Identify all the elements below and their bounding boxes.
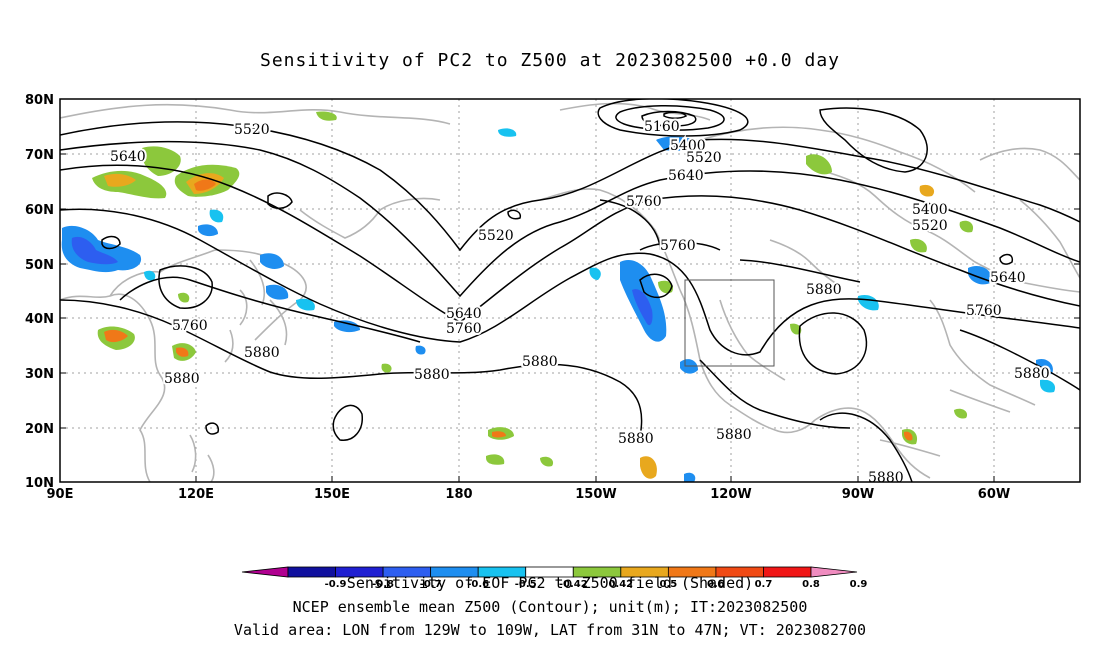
- lat-label: 50N: [25, 258, 54, 273]
- colorbar-label: 0.7: [755, 579, 773, 590]
- contour-label: 5880: [1014, 366, 1050, 382]
- frame-ticks: [60, 98, 1080, 482]
- contour-label: 5160: [644, 119, 680, 135]
- lon-label: 150W: [575, 487, 616, 502]
- colorbar-label: -0.8: [372, 579, 394, 590]
- footer-line-1: NCEP ensemble mean Z500 (Contour); unit(…: [292, 598, 808, 616]
- contour-label: 5760: [966, 303, 1002, 319]
- contour-label: 5760: [660, 238, 696, 254]
- contour-label: 5880: [618, 431, 654, 447]
- colorbar-caption: Sensitivity of EOF PC2 to Z500 field (Sh…: [346, 574, 754, 592]
- lat-label: 70N: [25, 148, 54, 163]
- lat-label: 20N: [25, 422, 54, 437]
- lon-label: 60W: [978, 487, 1010, 502]
- contour-label: 5520: [234, 122, 270, 138]
- contour-label-group: 5520 5640 5160 5400 5520 5640 5760 5520 …: [108, 117, 1052, 488]
- contour-label: 5640: [990, 270, 1026, 286]
- contour-label: 5640: [668, 168, 704, 184]
- lat-label: 60N: [25, 203, 54, 218]
- contour-label: 5880: [806, 282, 842, 298]
- lat-label: 10N: [25, 476, 54, 491]
- footer-line-2: Valid area: LON from 129W to 109W, LAT f…: [233, 621, 867, 639]
- contour-label: 5880: [164, 371, 200, 387]
- colorbar: -0.9 -0.8 -0.7 -0.6 -0.5 -0.42 0.42 0.5 0.6 0.7 0.…: [241, 566, 868, 590]
- contour-label: 5880: [868, 470, 904, 486]
- colorbar-label: 0.6: [707, 579, 725, 590]
- colorbar-label: -0.42: [559, 579, 588, 590]
- lon-label: 150E: [314, 487, 350, 502]
- colorbar-label: 0.8: [802, 579, 820, 590]
- longitude-labels: 90E 120E 150E 180 150W 120W 90W 60W: [47, 487, 1011, 502]
- contour-label: 5520: [686, 150, 722, 166]
- map-frame: [59, 98, 1081, 483]
- contour-label: 5880: [522, 354, 558, 370]
- contour-label: 5880: [244, 345, 280, 361]
- contour-label: 5400: [912, 202, 948, 218]
- contour-label: 5520: [912, 218, 948, 234]
- contour-label: 5640: [446, 306, 482, 322]
- lon-label: 120E: [178, 487, 214, 502]
- grid-lines: [60, 99, 1080, 482]
- contour-label: 5880: [414, 367, 450, 383]
- lat-label: 40N: [25, 312, 54, 327]
- contour-label: 5640: [110, 149, 146, 165]
- lon-label: 90W: [842, 487, 874, 502]
- colorbar-label: -0.9: [325, 579, 347, 590]
- contour-label: 5880: [716, 427, 752, 443]
- lon-label: 120W: [710, 487, 751, 502]
- map-title: Sensitivity of PC2 to Z500 at 2023082500…: [259, 50, 840, 71]
- lon-label: 180: [445, 487, 472, 502]
- valid-area-box: [684, 279, 775, 367]
- colorbar-label: -0.5: [515, 579, 537, 590]
- contour-label: 5760: [626, 194, 662, 210]
- colorbar-swatch: [810, 566, 858, 578]
- colorbar-label: 0.42: [608, 579, 633, 590]
- lon-label: 90E: [47, 487, 74, 502]
- coastlines: [60, 102, 1080, 482]
- sensitivity-shading: [61, 111, 1056, 482]
- z500-contours: [60, 99, 1080, 482]
- contour-label: 5520: [478, 228, 514, 244]
- colorbar-label: 0.9: [850, 579, 868, 590]
- colorbar-label: 0.5: [660, 579, 678, 590]
- contour-label: 5760: [446, 321, 482, 337]
- contour-label: 5760: [172, 318, 208, 334]
- colorbar-label: -0.7: [420, 579, 442, 590]
- lat-label: 30N: [25, 367, 54, 382]
- contour-label: 5400: [670, 138, 706, 154]
- latitude-labels: 80N 70N 60N 50N 40N 30N 20N 10N: [25, 93, 54, 491]
- lat-label: 80N: [25, 93, 54, 108]
- colorbar-label: -0.6: [467, 579, 489, 590]
